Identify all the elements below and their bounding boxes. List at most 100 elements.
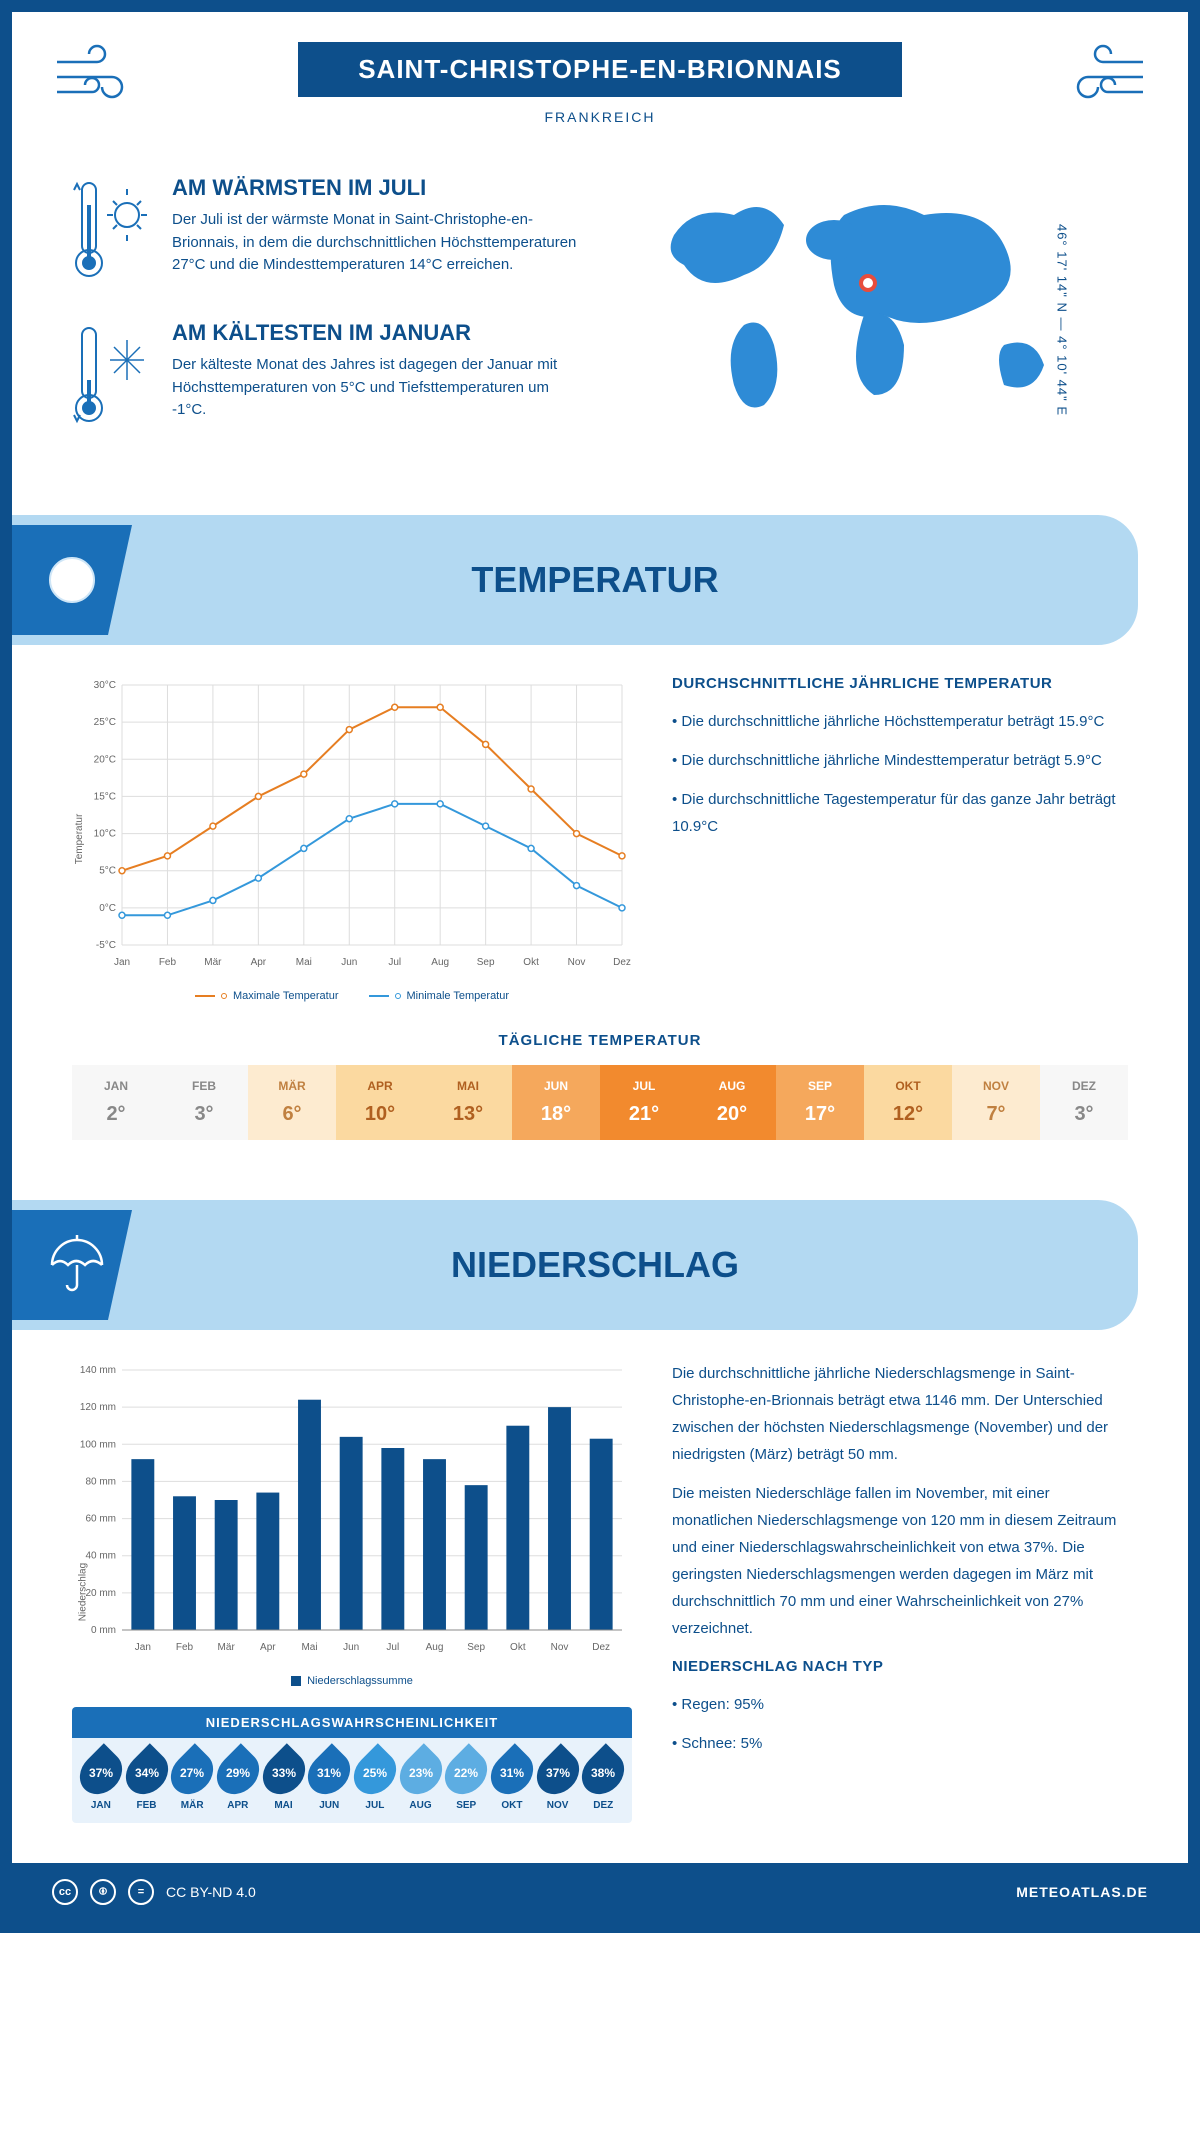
- section-title-temperature: TEMPERATUR: [172, 559, 1138, 601]
- precip-prob-title: NIEDERSCHLAGSWAHRSCHEINLICHKEIT: [72, 1707, 632, 1738]
- svg-text:5°C: 5°C: [99, 866, 116, 877]
- precipitation-section: 0 mm20 mm40 mm60 mm80 mm100 mm120 mm140 …: [12, 1360, 1188, 1863]
- daily-temp-cell: MAI13°: [424, 1065, 512, 1140]
- svg-text:Nov: Nov: [568, 957, 586, 968]
- svg-text:Feb: Feb: [176, 1642, 194, 1653]
- svg-text:140 mm: 140 mm: [80, 1365, 116, 1376]
- temp-info-bullets: • Die durchschnittliche jährliche Höchst…: [672, 708, 1128, 840]
- svg-text:Jan: Jan: [135, 1642, 151, 1653]
- precip-drop: 23% AUG: [398, 1750, 444, 1811]
- svg-text:10°C: 10°C: [94, 829, 116, 840]
- precip-prob-drops: 37% JAN 34% FEB 27% MÄR 29% APR 33% MAI …: [72, 1738, 632, 1823]
- legend-min: Minimale Temperatur: [407, 990, 510, 1002]
- daily-temp-cell: APR10°: [336, 1065, 424, 1140]
- daily-temp-cell: MÄR6°: [248, 1065, 336, 1140]
- temp-y-axis-label: Temperatur: [74, 813, 85, 864]
- svg-text:120 mm: 120 mm: [80, 1402, 116, 1413]
- svg-text:15°C: 15°C: [94, 791, 116, 802]
- svg-text:-5°C: -5°C: [96, 940, 116, 951]
- umbrella-icon: [12, 1210, 132, 1320]
- svg-text:20°C: 20°C: [94, 754, 116, 765]
- world-map-svg: [620, 175, 1128, 435]
- svg-text:Sep: Sep: [477, 957, 495, 968]
- precip-drop: 27% MÄR: [169, 1750, 215, 1811]
- temp-chart-legend: Maximale Temperatur Minimale Temperatur: [72, 990, 632, 1002]
- svg-text:Okt: Okt: [523, 957, 539, 968]
- precip-drop: 31% JUN: [306, 1750, 352, 1811]
- temp-info-title: DURCHSCHNITTLICHE JÄHRLICHE TEMPERATUR: [672, 675, 1128, 692]
- precip-type-title: NIEDERSCHLAG NACH TYP: [672, 1658, 1128, 1675]
- svg-text:Jul: Jul: [388, 957, 401, 968]
- daily-temp-cell: OKT12°: [864, 1065, 952, 1140]
- map-marker: [859, 274, 877, 292]
- svg-text:25°C: 25°C: [94, 717, 116, 728]
- precip-type-bullets: • Regen: 95%• Schnee: 5%: [672, 1691, 1128, 1757]
- precip-drop: 31% OKT: [489, 1750, 535, 1811]
- svg-text:Apr: Apr: [260, 1642, 276, 1653]
- intro-section: AM WÄRMSTEN IM JULI Der Juli ist der wär…: [12, 145, 1188, 495]
- svg-text:0°C: 0°C: [99, 903, 116, 914]
- fact-warm-title: AM WÄRMSTEN IM JULI: [172, 175, 580, 201]
- temperature-section: -5°C0°C5°C10°C15°C20°C25°C30°CJanFebMärA…: [12, 675, 1188, 1180]
- precipitation-bar-chart: 0 mm20 mm40 mm60 mm80 mm100 mm120 mm140 …: [72, 1360, 632, 1660]
- svg-text:0 mm: 0 mm: [91, 1625, 116, 1636]
- daily-temp-title: TÄGLICHE TEMPERATUR: [72, 1032, 1128, 1049]
- svg-text:Aug: Aug: [426, 1642, 444, 1653]
- precip-drop: 34% FEB: [124, 1750, 170, 1811]
- daily-temp-cell: NOV7°: [952, 1065, 1040, 1140]
- svg-text:20 mm: 20 mm: [85, 1588, 116, 1599]
- precip-drop: 33% MAI: [261, 1750, 307, 1811]
- svg-text:Mai: Mai: [296, 957, 312, 968]
- svg-text:Mär: Mär: [204, 957, 222, 968]
- precip-drop: 29% APR: [215, 1750, 261, 1811]
- svg-text:Jul: Jul: [386, 1642, 399, 1653]
- header: SAINT-CHRISTOPHE-EN-BRIONNAIS FRANKREICH: [12, 12, 1188, 145]
- section-header-precipitation: NIEDERSCHLAG: [12, 1200, 1138, 1330]
- legend-precip: Niederschlagssumme: [307, 1675, 413, 1687]
- fact-warm-text: Der Juli ist der wärmste Monat in Saint-…: [172, 209, 580, 277]
- daily-temp-cell: JAN2°: [72, 1065, 160, 1140]
- world-map: 46° 17' 14" N — 4° 10' 44" E: [620, 175, 1128, 465]
- svg-text:Mai: Mai: [301, 1642, 317, 1653]
- precip-chart-legend: Niederschlagssumme: [72, 1675, 632, 1687]
- svg-text:Feb: Feb: [159, 957, 177, 968]
- wind-icon: [1058, 42, 1148, 117]
- svg-text:Dez: Dez: [613, 957, 631, 968]
- daily-temp-cell: FEB3°: [160, 1065, 248, 1140]
- section-header-temperature: TEMPERATUR: [12, 515, 1138, 645]
- footer: cc 🅯 = CC BY-ND 4.0 METEOATLAS.DE: [12, 1863, 1188, 1921]
- precip-drop: 37% JAN: [78, 1750, 124, 1811]
- precip-drop: 25% JUL: [352, 1750, 398, 1811]
- svg-text:Mär: Mär: [218, 1642, 236, 1653]
- svg-text:Jun: Jun: [341, 957, 357, 968]
- wind-icon: [52, 42, 142, 117]
- fact-warmest: AM WÄRMSTEN IM JULI Der Juli ist der wär…: [72, 175, 580, 290]
- thermometer-hot-icon: [72, 175, 152, 290]
- nd-icon: =: [128, 1879, 154, 1905]
- temperature-line-chart: -5°C0°C5°C10°C15°C20°C25°C30°CJanFebMärA…: [72, 675, 632, 975]
- daily-temp-cell: SEP17°: [776, 1065, 864, 1140]
- legend-max: Maximale Temperatur: [233, 990, 339, 1002]
- svg-text:60 mm: 60 mm: [85, 1514, 116, 1525]
- precip-para2: Die meisten Niederschläge fallen im Nove…: [672, 1480, 1128, 1642]
- svg-text:Okt: Okt: [510, 1642, 526, 1653]
- by-icon: 🅯: [90, 1879, 116, 1905]
- site-name: METEOATLAS.DE: [1016, 1884, 1148, 1900]
- license-text: CC BY-ND 4.0: [166, 1884, 256, 1900]
- page-subtitle: FRANKREICH: [12, 109, 1188, 125]
- daily-temp-cell: JUN18°: [512, 1065, 600, 1140]
- precip-drop: 38% DEZ: [580, 1750, 626, 1811]
- daily-temp-cell: AUG20°: [688, 1065, 776, 1140]
- svg-text:40 mm: 40 mm: [85, 1551, 116, 1562]
- svg-text:Apr: Apr: [251, 957, 267, 968]
- fact-cold-title: AM KÄLTESTEN IM JANUAR: [172, 320, 580, 346]
- cc-icon: cc: [52, 1879, 78, 1905]
- page-title: SAINT-CHRISTOPHE-EN-BRIONNAIS: [298, 42, 902, 97]
- svg-text:Dez: Dez: [592, 1642, 610, 1653]
- fact-coldest: AM KÄLTESTEN IM JANUAR Der kälteste Mona…: [72, 320, 580, 435]
- svg-text:Sep: Sep: [467, 1642, 485, 1653]
- svg-text:100 mm: 100 mm: [80, 1439, 116, 1450]
- precip-para1: Die durchschnittliche jährliche Niedersc…: [672, 1360, 1128, 1468]
- daily-temp-cell: JUL21°: [600, 1065, 688, 1140]
- page: SAINT-CHRISTOPHE-EN-BRIONNAIS FRANKREICH…: [0, 0, 1200, 1933]
